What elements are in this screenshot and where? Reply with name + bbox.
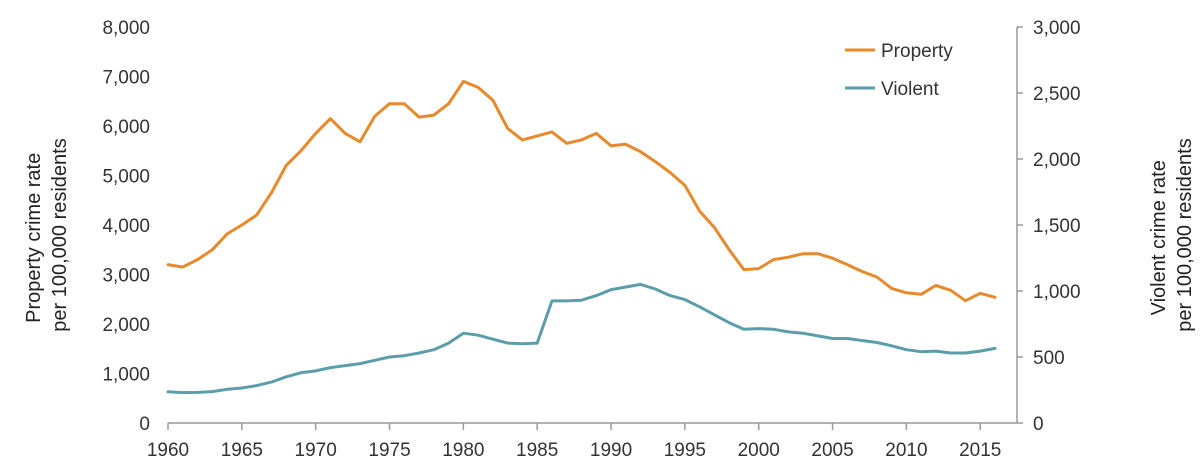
right-y-axis-title-line2: per 100,000 residents bbox=[1174, 138, 1196, 331]
right-y-axis-title: Violent crime rate per 100,000 residents bbox=[1148, 138, 1196, 331]
x-tick-label: 2010 bbox=[885, 440, 927, 461]
right-y-tick-label: 500 bbox=[1033, 348, 1065, 369]
left-y-tick-label: 3,000 bbox=[102, 266, 150, 287]
left-y-tick-label: 1,000 bbox=[102, 365, 150, 386]
left-y-tick-label: 2,000 bbox=[102, 315, 150, 336]
right-y-tick-label: 2,000 bbox=[1033, 150, 1081, 171]
left-y-axis-title-line2: per 100,000 residents bbox=[49, 138, 71, 331]
right-y-tick-label: 3,000 bbox=[1033, 18, 1081, 39]
x-tick-label: 1975 bbox=[368, 440, 410, 461]
legend-label-property: Property bbox=[881, 41, 953, 62]
right-y-tick-label: 0 bbox=[1033, 414, 1044, 435]
x-tick-label: 1985 bbox=[516, 440, 558, 461]
left-y-tick-label: 8,000 bbox=[102, 18, 150, 39]
series-line-property bbox=[166, 79, 997, 303]
left-y-tick-labels: 0 1,000 2,000 3,000 4,000 5,000 6,000 7,000 8,00… bbox=[102, 18, 150, 435]
right-y-axis-title-line1: Violent crime rate bbox=[1148, 160, 1170, 315]
x-tick-label: 1995 bbox=[664, 440, 706, 461]
x-tick-label: 1980 bbox=[442, 440, 484, 461]
left-y-tick-label: 6,000 bbox=[102, 117, 150, 138]
x-tick-label: 2015 bbox=[959, 440, 1001, 461]
legend: Property Violent bbox=[845, 41, 953, 100]
right-y-tick-label: 1,500 bbox=[1033, 216, 1081, 237]
x-tick-label: 1990 bbox=[590, 440, 632, 461]
x-tick-label: 1965 bbox=[221, 440, 263, 461]
left-y-tick-label: 4,000 bbox=[102, 216, 150, 237]
left-y-tick-label: 7,000 bbox=[102, 68, 150, 89]
right-y-tick-labels: 0 500 1,000 1,500 2,000 2,500 3,000 bbox=[1017, 18, 1081, 435]
left-y-axis-title-line1: Property crime rate bbox=[23, 153, 45, 323]
right-y-tick-label: 2,500 bbox=[1033, 84, 1081, 105]
series-line-violent bbox=[166, 282, 997, 395]
right-y-tick-label: 1,000 bbox=[1033, 282, 1081, 303]
x-tick-label: 2000 bbox=[738, 440, 780, 461]
x-tick-label: 1970 bbox=[295, 440, 337, 461]
x-tick-labels: 1960 1965 1970 1975 1980 1985 1990 1995 2000 2005… bbox=[147, 423, 1001, 461]
left-y-tick-label: 5,000 bbox=[102, 167, 150, 188]
x-tick-label: 2005 bbox=[811, 440, 853, 461]
left-y-axis-title: Property crime rate per 100,000 resident… bbox=[23, 138, 71, 331]
left-y-tick-label: 0 bbox=[139, 414, 150, 435]
legend-label-violent: Violent bbox=[881, 79, 939, 100]
x-tick-label: 1960 bbox=[147, 440, 189, 461]
series-lines bbox=[166, 79, 997, 395]
